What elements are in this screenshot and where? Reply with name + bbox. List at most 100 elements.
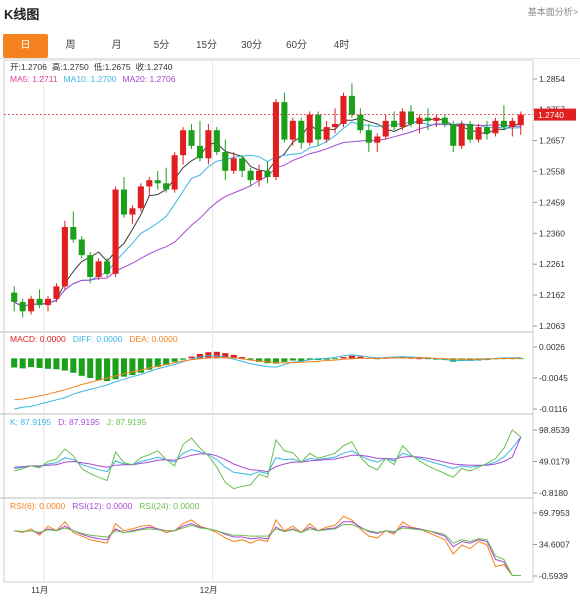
candle-body (492, 120, 499, 134)
last-price-label: 1.2740 (538, 110, 564, 120)
candle-body (467, 123, 474, 140)
tab-60min[interactable]: 60分 (285, 40, 308, 51)
candle (129, 205, 136, 224)
tab-5min[interactable]: 5分 (153, 40, 170, 51)
dea-line (14, 357, 521, 401)
candle-body (112, 189, 119, 274)
tab-day[interactable]: 日 (3, 34, 48, 58)
candle (298, 117, 305, 149)
macd-bar (53, 358, 60, 370)
candle-body (196, 145, 203, 159)
candle-body (416, 117, 423, 124)
candle (205, 123, 212, 165)
y-tick-label: -0.0116 (539, 404, 567, 414)
macd-bar (120, 358, 128, 377)
macd-bar (180, 358, 187, 360)
macd-bar (36, 358, 43, 368)
candle (365, 123, 372, 153)
candle (475, 123, 482, 143)
candle-body (483, 127, 491, 134)
panel-legend-item: DEA: 0.0000 (129, 334, 177, 344)
chart-frame (3, 59, 534, 583)
candle (256, 164, 263, 187)
candle (213, 127, 220, 156)
panel-legend-item: J: 87.9195 (107, 417, 147, 427)
candle-body (517, 114, 524, 126)
ohlc-legend-item: 低:1.2675 (94, 62, 131, 72)
candle (112, 186, 119, 277)
candle (264, 161, 271, 184)
last-price-tag (534, 108, 576, 121)
panel-legend-item: RSI(6): 0.0000 (10, 501, 66, 511)
tab-30min[interactable]: 30分 (240, 40, 263, 51)
candle-body (441, 117, 448, 124)
macd-bar (154, 358, 161, 368)
candle-body (146, 180, 153, 187)
candle (247, 167, 254, 187)
candle-body (213, 130, 220, 153)
candle-body (180, 130, 187, 156)
candle-body (315, 114, 322, 140)
macd-bar (306, 358, 313, 360)
candle (458, 120, 465, 149)
candle (53, 283, 60, 302)
candle-body (500, 120, 507, 128)
candle (78, 236, 85, 259)
candle-body (95, 261, 102, 277)
candle (196, 120, 203, 162)
candle (180, 127, 187, 165)
series-line-d (14, 436, 522, 473)
macd-bar (272, 358, 279, 364)
y-tick-label: 98.8539 (539, 425, 570, 435)
candle-body (11, 292, 18, 302)
tab-week[interactable]: 周 (65, 40, 76, 51)
tab-month[interactable]: 月 (111, 40, 122, 51)
tab-4hour[interactable]: 4时 (333, 40, 350, 51)
candle-body (332, 123, 339, 128)
ma-legend-item: MA10: 1.2700 (64, 74, 117, 84)
macd-bar (281, 358, 288, 362)
y-tick-label: 1.2657 (539, 136, 565, 146)
candle-body (61, 227, 68, 287)
candle (146, 177, 153, 196)
macd-bar (239, 357, 246, 359)
series-line-k (14, 436, 522, 476)
macd-bar (196, 353, 203, 359)
panel-legend-item: RSI(24): 0.0000 (139, 501, 199, 511)
candle-body (222, 152, 229, 171)
y-tick-label: 1.2854 (539, 74, 565, 84)
series-line-rsi12 (14, 521, 521, 576)
candle-body (154, 180, 161, 184)
candle-body (475, 127, 482, 140)
candle (188, 123, 195, 149)
panel-legend-item: D: 87.9195 (58, 417, 100, 427)
macd-bar (171, 358, 178, 362)
x-tick-label: 12月 (200, 585, 218, 595)
y-tick-label: 1.2162 (539, 290, 565, 300)
candle (340, 92, 347, 128)
candle (509, 117, 516, 137)
candle (222, 139, 229, 181)
candle (36, 289, 43, 309)
ohlc-legend-item: 收:1.2740 (136, 62, 173, 72)
candle (137, 183, 144, 212)
candle-body (19, 301, 26, 312)
candle-body (399, 111, 406, 128)
macd-bar (256, 358, 263, 362)
candle (70, 211, 77, 243)
panel-legend-item: RSI(12): 0.0000 (72, 501, 132, 511)
fundamental-analysis-link[interactable]: 基本面分析> (527, 7, 578, 17)
macd-bar (416, 358, 423, 360)
candle-body (44, 298, 52, 306)
candle-body (340, 95, 347, 124)
macd-bar (264, 358, 271, 364)
candle-body (374, 136, 381, 143)
tab-15min[interactable]: 15分 (195, 40, 218, 51)
macd-bar (112, 358, 119, 380)
candle (323, 120, 330, 143)
candle (230, 152, 237, 174)
macd-bar (87, 358, 94, 378)
candle-body (382, 120, 389, 137)
candle (348, 83, 355, 118)
